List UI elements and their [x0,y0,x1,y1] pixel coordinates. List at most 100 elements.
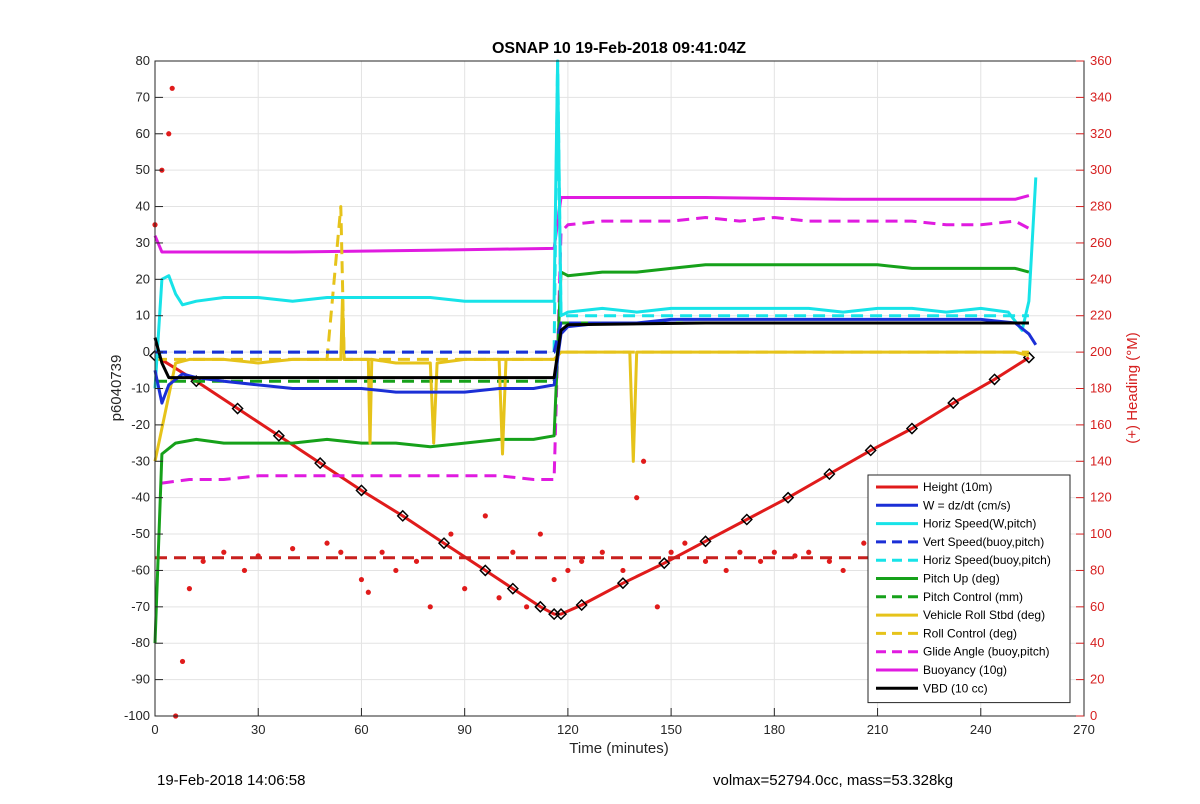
x-tick-label-3: 90 [457,722,471,737]
y-tick-label-0: -100 [124,708,150,723]
series-12-point-16 [379,549,385,555]
y2-tick-label-8: 160 [1090,417,1112,432]
y-tick-label-2: -80 [131,635,150,650]
series-12-point-13 [338,549,344,555]
series-11-line [153,321,1029,380]
height-marker-18 [782,491,795,504]
legend-label-11: VBD (10 cc) [923,681,988,695]
y2-tick-label-1: 20 [1090,672,1104,687]
y2-tick-label-9: 180 [1090,381,1112,396]
x-tick-label-4: 120 [557,722,579,737]
series-12-point-26 [537,531,543,537]
y2-tick-label-14: 280 [1090,199,1112,214]
y-tick-label-4: -60 [131,562,150,577]
y2-tick-label-12: 240 [1090,271,1112,286]
series-12-point-20 [448,531,454,537]
y2-tick-label-0: 0 [1090,708,1097,723]
series-12-point-32 [634,495,640,501]
y2-tick-label-10: 200 [1090,344,1112,359]
legend-label-9: Glide Angle (buoy,pitch) [923,645,1050,659]
y2-tick-label-11: 220 [1090,308,1112,323]
y2-axis-ticks: 0 20 40 60 80 100 120 140 160 180 200 220 240 260 280 3… [1076,53,1112,723]
series-12-point-9 [241,567,248,574]
series-2-line [153,59,1038,389]
y-tick-label-12: 20 [136,271,150,286]
y2-tick-label-5: 100 [1090,526,1112,541]
x-tick-label-7: 210 [867,722,889,737]
series-12-point-46 [861,540,867,546]
series-12-point-24 [510,549,516,555]
y-tick-label-18: 80 [136,53,150,68]
height-marker-23 [988,373,1001,386]
series-3-line [155,321,1029,354]
y2-tick-label-4: 80 [1090,562,1104,577]
x-tick-label-5: 150 [660,722,682,737]
y-tick-label-16: 60 [136,126,150,141]
series-12-point-34 [654,604,660,610]
chart: OSNAP 10 19-Feb-2018 09:41:04Z 0 30 60 90 12… [108,40,1141,757]
height-marker-4 [314,457,327,470]
series-12-point-5 [179,658,186,665]
series-12-point-19 [427,604,433,610]
legend-label-2: Horiz Speed(W,pitch) [923,517,1036,531]
y-tick-label-17: 70 [136,89,150,104]
y-tick-label-15: 50 [136,162,150,177]
series-12-point-44 [826,558,832,564]
y-tick-label-1: -90 [131,672,150,687]
height-marker-2 [231,402,244,415]
series-12-point-25 [524,604,530,610]
series-12-point-39 [737,549,743,555]
series-12-point-11 [290,546,296,552]
y2-tick-label-16: 320 [1090,126,1112,141]
legend-label-6: Pitch Control (mm) [923,590,1023,604]
series-12-point-22 [482,513,488,519]
y2-axis-label: (+) Heading (°M) [1124,332,1141,443]
x-tick-label-8: 240 [970,722,992,737]
y2-tick-label-3: 60 [1090,599,1104,614]
series-12-point-33 [640,458,647,464]
x-tick-label-9: 270 [1073,722,1095,737]
height-marker-14 [616,577,630,590]
legend-box [867,474,1071,704]
y-tick-label-8: -20 [131,417,150,432]
height-marker-22 [947,396,960,410]
x-tick-label-2: 60 [354,722,368,737]
x-axis-ticks: 0 30 60 90 120 150 180 210 240 270 [151,708,1095,737]
series-9-line [161,216,1030,485]
height-marker-11 [548,608,561,621]
y-tick-label-6: -40 [131,490,150,505]
series-12-point-21 [462,586,468,592]
y2-tick-label-18: 360 [1090,53,1112,68]
y-tick-label-7: -30 [131,453,150,468]
legend-label-1: W = dz/dt (cm/s) [923,498,1011,512]
legend-label-8: Roll Control (deg) [923,626,1017,640]
series-12-point-38 [723,567,729,574]
series-12-point-7 [200,558,206,564]
y-tick-label-9: -10 [131,381,150,396]
y2-tick-label-2: 40 [1090,635,1104,650]
footer-volmax-mass: volmax=52794.0cc, mass=53.328kg [713,772,954,789]
series-12-point-31 [620,567,626,574]
y-tick-label-5: -50 [131,526,150,541]
legend-label-5: Pitch Up (deg) [923,572,1000,586]
series-12-point-23 [496,595,502,601]
x-tick-label-0: 0 [151,722,158,737]
series-12-point-15 [365,589,371,595]
height-marker-13 [575,598,588,612]
series-8-line [155,205,1029,361]
legend-label-10: Buoyancy (10g) [923,663,1007,677]
x-axis-label: Time (minutes) [569,740,668,757]
y-tick-label-14: 40 [136,199,150,214]
height-marker-5 [355,484,368,497]
series-12-point-43 [806,549,812,555]
y-tick-label-10: 0 [143,344,150,359]
y2-tick-label-15: 300 [1090,162,1112,177]
series-12-point-45 [840,567,846,574]
height-marker-19 [823,467,836,481]
height-marker-17 [740,513,753,526]
series-12-point-36 [682,540,688,546]
y-tick-label-13: 30 [136,235,150,250]
legend: Height (10m) W = dz/dt (cm/s) Horiz Speed(… [867,474,1071,704]
height-marker-16 [699,535,712,548]
